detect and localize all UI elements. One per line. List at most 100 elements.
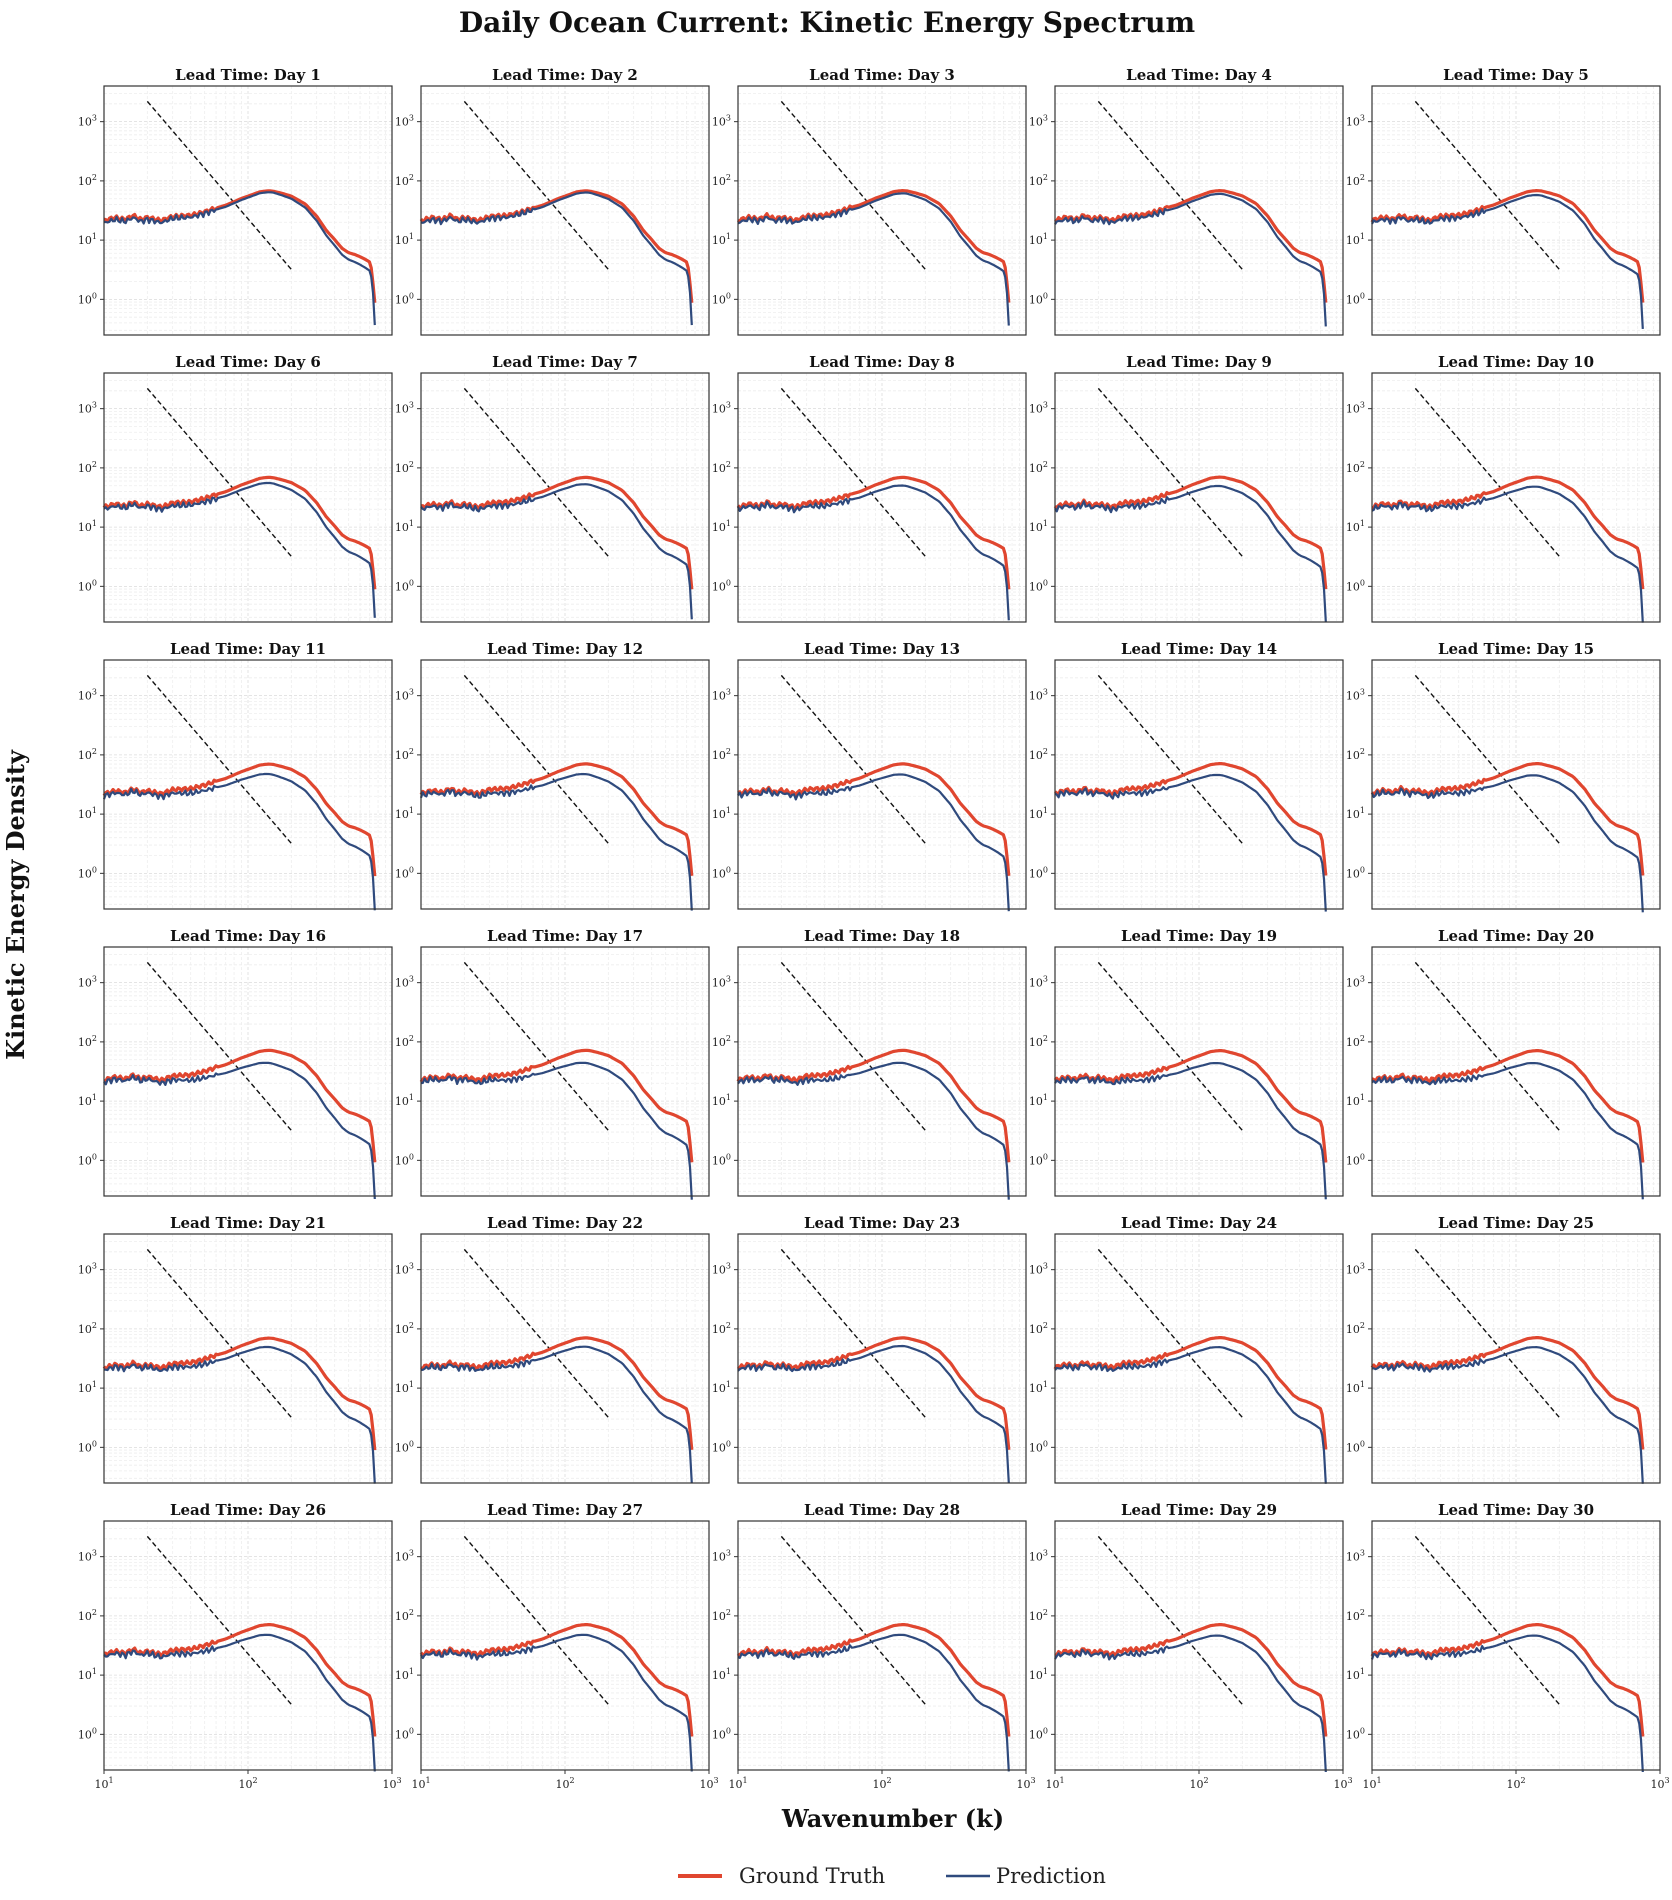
x-tick-label: 103: [1016, 1776, 1035, 1791]
tick-base: 10: [78, 1728, 92, 1741]
y-tick-label: 102: [395, 1321, 414, 1336]
tick-exponent: 1: [726, 232, 731, 241]
tick-exponent: 1: [92, 519, 97, 528]
tick-exponent: 2: [726, 1321, 731, 1330]
series-prediction: [736, 484, 1010, 621]
panel-frame: [737, 659, 1027, 910]
y-tick-label: 102: [1346, 1321, 1365, 1336]
y-tick-label: 102: [712, 173, 731, 188]
tick-exponent: 3: [1360, 114, 1365, 123]
tick-base: 10: [395, 867, 409, 880]
tick-exponent: 3: [713, 1776, 718, 1785]
tick-exponent: 3: [1043, 1549, 1048, 1558]
tick-base: 10: [1362, 1778, 1376, 1791]
tick-exponent: 1: [92, 1093, 97, 1102]
panel-title: Lead Time: Day 2: [492, 66, 638, 84]
tick-exponent: 3: [409, 1549, 414, 1558]
series-ground-truth: [1370, 1622, 1645, 1737]
tick-base: 10: [712, 1669, 726, 1682]
series-ground-truth: [1370, 761, 1645, 876]
tick-base: 10: [1029, 1036, 1043, 1049]
tick-exponent: 3: [1030, 1776, 1035, 1785]
tick-exponent: 1: [1360, 1380, 1365, 1389]
tick-base: 10: [395, 1095, 409, 1108]
panel-title: Lead Time: Day 4: [1126, 66, 1272, 84]
y-tick-label: 103: [1346, 401, 1365, 416]
tick-exponent: 0: [1043, 578, 1048, 587]
tick-exponent: 1: [409, 1093, 414, 1102]
tick-exponent: 1: [108, 1776, 113, 1785]
panel-title: Lead Time: Day 10: [1438, 353, 1594, 371]
tick-exponent: 2: [1043, 747, 1048, 756]
panel-frame: [103, 946, 393, 1197]
tick-exponent: 3: [1043, 688, 1048, 697]
series-prediction: [737, 1633, 1010, 1772]
tick-base: 10: [411, 1778, 425, 1791]
y-tick-label: 103: [712, 401, 731, 416]
tick-base: 10: [1346, 977, 1360, 990]
tick-exponent: 2: [1203, 1776, 1208, 1785]
y-tick-label: 101: [1346, 519, 1365, 534]
tick-base: 10: [1029, 1441, 1043, 1454]
tick-exponent: 0: [1360, 1726, 1365, 1735]
tick-exponent: 0: [409, 865, 414, 874]
tick-base: 10: [1029, 1264, 1043, 1277]
y-tick-label: 103: [1029, 975, 1048, 990]
x-tick-label: 103: [382, 1776, 401, 1791]
tick-base: 10: [1029, 175, 1043, 188]
panel-frame: [103, 372, 393, 623]
tick-base: 10: [872, 1778, 886, 1791]
tick-base: 10: [78, 1669, 92, 1682]
tick-exponent: 0: [726, 1152, 731, 1161]
reference-slope-line: [463, 1535, 609, 1705]
panel-title: Lead Time: Day 7: [492, 353, 638, 371]
tick-exponent: 0: [409, 1726, 414, 1735]
reference-slope-line: [780, 674, 926, 844]
tick-exponent: 3: [1347, 1776, 1352, 1785]
reference-slope-line: [1414, 1248, 1560, 1418]
y-tick-label: 103: [1029, 1549, 1048, 1564]
reference-slope-line: [1097, 100, 1243, 270]
panel-title: Lead Time: Day 13: [804, 640, 960, 658]
tick-base: 10: [1029, 1728, 1043, 1741]
tick-exponent: 2: [92, 460, 97, 469]
series-ground-truth: [1371, 475, 1645, 590]
series-ground-truth: [736, 189, 1011, 303]
tick-exponent: 3: [92, 975, 97, 984]
series-prediction: [419, 772, 693, 911]
series-ground-truth: [737, 762, 1011, 876]
tick-exponent: 2: [569, 1776, 574, 1785]
series-prediction: [1054, 1061, 1327, 1200]
tick-base: 10: [78, 690, 92, 703]
tick-base: 10: [1346, 521, 1360, 534]
tick-base: 10: [1333, 1778, 1347, 1791]
tick-base: 10: [78, 293, 92, 306]
tick-base: 10: [78, 1036, 92, 1049]
tick-exponent: 1: [1043, 1667, 1048, 1676]
tick-base: 10: [712, 1382, 726, 1395]
tick-exponent: 1: [409, 519, 414, 528]
tick-base: 10: [78, 521, 92, 534]
tick-exponent: 0: [1043, 291, 1048, 300]
tick-base: 10: [1346, 462, 1360, 475]
tick-base: 10: [712, 690, 726, 703]
tick-base: 10: [395, 1441, 409, 1454]
series-prediction: [1054, 1634, 1327, 1773]
tick-exponent: 3: [726, 975, 731, 984]
tick-base: 10: [78, 977, 92, 990]
tick-exponent: 0: [726, 1439, 731, 1448]
tick-exponent: 1: [409, 1380, 414, 1389]
y-tick-label: 102: [78, 1321, 97, 1336]
panel-title: Lead Time: Day 21: [170, 1214, 326, 1232]
reference-slope-line: [780, 1248, 926, 1418]
panel-frame: [1054, 85, 1344, 336]
gridlines: [738, 947, 1026, 1196]
y-tick-label: 100: [78, 578, 97, 593]
tick-base: 10: [712, 521, 726, 534]
tick-base: 10: [1029, 462, 1043, 475]
